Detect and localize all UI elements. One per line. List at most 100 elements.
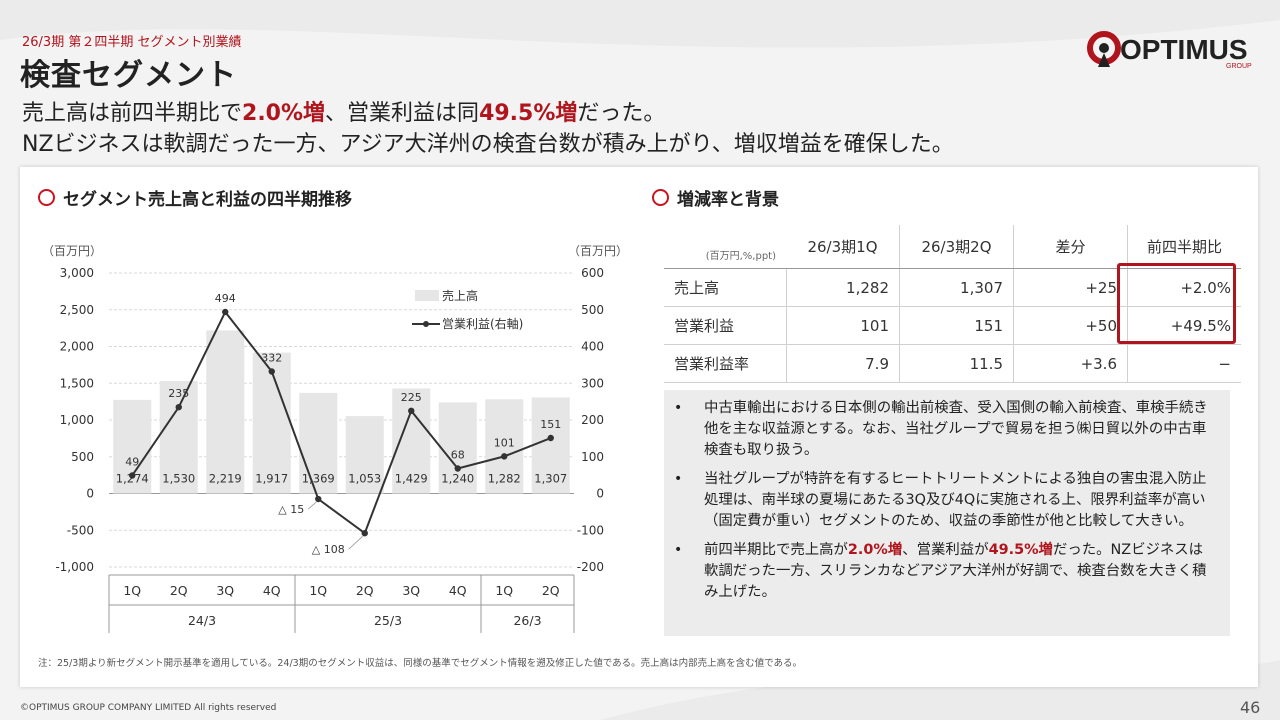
left-tick-label: 1,500	[60, 376, 94, 390]
svg-text:GROUP: GROUP	[1226, 63, 1252, 70]
cell-value: 11.5	[899, 344, 1014, 383]
change-table: (百万円,%,ppt) 26/3期1Q 26/3期2Q 差分 前四半期比 売上高…	[664, 225, 1241, 383]
profit-point	[454, 465, 461, 472]
headline-line-2: NZビジネスは軟調だった一方、アジア大洋州の検査台数が積み上がり、増収増益を確保…	[22, 132, 954, 157]
profit-point	[315, 495, 322, 503]
bar-value-label: 1,282	[488, 472, 521, 486]
profit-value-label: 235	[168, 387, 189, 400]
cell-value: 7.9	[785, 344, 900, 383]
note-bullet: 当社グループが特許を有するヒートトリートメントによる独自の害虫混入防止処理は、南…	[674, 469, 1214, 532]
profit-value-label: 494	[215, 292, 236, 305]
profit-point	[501, 453, 508, 460]
right-tick-label: 100	[581, 450, 604, 464]
slide-kicker: 26/3期 第２四半期 セグメント別業績	[22, 35, 242, 50]
column-header: 前四半期比	[1127, 225, 1241, 269]
profit-point	[268, 368, 275, 375]
note-bullet: 前四半期比で売上高が2.0%増、営業利益が49.5%増だった。NZビジネスは軟調…	[674, 540, 1214, 603]
column-header: 26/3期2Q	[899, 225, 1014, 269]
quarter-tick-label: 4Q	[449, 583, 467, 598]
left-axis-unit: （百万円）	[42, 244, 102, 258]
bar-sales	[159, 381, 198, 494]
quarter-tick-label: 1Q	[309, 583, 327, 598]
bar-value-label: 1,240	[441, 472, 474, 486]
left-tick-label: 1,000	[60, 413, 94, 427]
section-title-chart: セグメント売上高と利益の四半期推移	[38, 185, 352, 210]
left-tick-label: 3,000	[60, 266, 94, 280]
left-tick-label: 2,500	[60, 303, 94, 317]
circle-bullet-icon	[652, 189, 669, 206]
bar-sales	[206, 330, 245, 494]
cell-value: 151	[899, 306, 1014, 345]
quarter-tick-label: 1Q	[495, 583, 513, 598]
table-row: 営業利益 101 151 +50 +49.5%	[664, 306, 1241, 345]
left-tick-label: 500	[71, 450, 94, 464]
cell-value: +2.0%	[1127, 268, 1241, 307]
table-row: 売上高 1,282 1,307 +25 +2.0%	[664, 268, 1241, 307]
left-tick-label: 0	[86, 487, 94, 501]
footnote: 注：25/3期より新セグメント開示基準を適用している。24/3期のセグメント収益…	[38, 658, 803, 669]
section-title-background: 増減率と背景	[652, 185, 779, 210]
table-row: 営業利益率 7.9 11.5 +3.6 −	[664, 344, 1241, 383]
right-tick-label: 500	[581, 303, 604, 317]
right-tick-label: -200	[577, 560, 604, 574]
row-label: 営業利益率	[664, 344, 786, 383]
profit-point	[547, 434, 554, 442]
legend-line-label: 営業利益(右軸)	[442, 316, 523, 331]
profit-point	[129, 472, 136, 479]
quarter-tick-label: 2Q	[170, 583, 188, 598]
quarter-tick-label: 4Q	[263, 583, 281, 598]
leader-line	[348, 535, 364, 550]
bar-sales	[392, 388, 431, 494]
legend-bar-label: 売上高	[442, 288, 478, 303]
row-label: 売上高	[664, 268, 786, 307]
right-tick-label: 400	[581, 340, 604, 354]
bar-sales	[485, 399, 524, 494]
column-header: 26/3期1Q	[786, 225, 900, 269]
highlight-box	[1117, 263, 1236, 344]
page-number: 46	[1240, 698, 1261, 717]
year-tick-label: 26/3	[513, 613, 541, 628]
legend-line-marker	[423, 321, 429, 327]
right-tick-label: 200	[581, 413, 604, 427]
bar-value-label: 1,307	[534, 472, 567, 486]
profit-value-label: 225	[401, 391, 422, 404]
year-tick-label: 25/3	[374, 613, 402, 628]
copyright: ©OPTIMUS GROUP COMPANY LIMITED All right…	[20, 703, 277, 713]
right-tick-label: 0	[596, 487, 604, 501]
quarter-tick-label: 1Q	[123, 583, 141, 598]
cell-value: +3.6	[1013, 344, 1128, 383]
left-tick-label: -500	[67, 523, 94, 537]
legend-bar-swatch	[415, 290, 439, 301]
cell-value: 101	[785, 306, 900, 345]
year-tick-label: 24/3	[188, 613, 216, 628]
profit-value-label: △ 15	[278, 503, 304, 516]
bar-value-label: 1,917	[255, 472, 288, 486]
bar-value-label: 1,530	[162, 472, 195, 486]
bar-value-label: 1,429	[395, 472, 428, 486]
right-tick-label: -100	[577, 523, 604, 537]
bar-sales	[345, 416, 384, 494]
circle-bullet-icon	[38, 189, 55, 206]
svg-text:OPTIMUS: OPTIMUS	[1120, 34, 1248, 65]
cell-value: 1,282	[785, 268, 900, 307]
cell-value: 1,307	[899, 268, 1014, 307]
cell-value: +49.5%	[1127, 306, 1241, 345]
right-axis-unit: （百万円）	[568, 244, 628, 258]
note-bullet: 中古車輸出における日本側の輸出前検査、受入国側の輸入前検査、車検手続き他を主な収…	[674, 398, 1214, 461]
profit-point	[408, 407, 415, 415]
quarter-tick-label: 2Q	[542, 583, 560, 598]
right-tick-label: 300	[581, 376, 604, 390]
profit-line	[131, 310, 552, 535]
bar-sales	[299, 392, 338, 494]
profit-value-label: 68	[451, 449, 465, 462]
bar-sales	[438, 402, 477, 494]
page-title: 検査セグメント	[20, 58, 237, 93]
profit-point	[175, 403, 182, 411]
profit-value-label: 151	[540, 418, 561, 431]
profit-value-label: 332	[261, 351, 282, 364]
leader-line	[307, 501, 317, 510]
bar-sales	[531, 397, 570, 494]
profit-value-label: 101	[494, 436, 515, 449]
cell-value: +50	[1013, 306, 1128, 345]
